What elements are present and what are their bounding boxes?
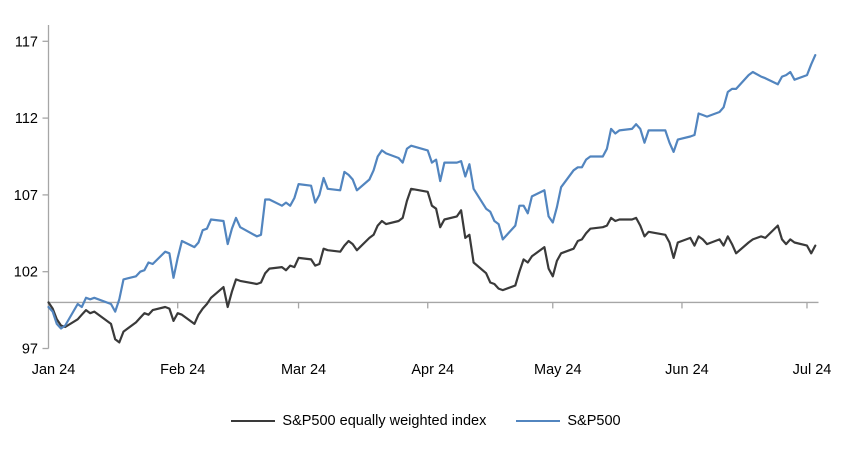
x-axis-tick-label: May 24 — [534, 362, 582, 378]
x-axis-tick-label: Feb 24 — [160, 362, 205, 378]
legend-item-equal-weight: S&P500 equally weighted index — [231, 412, 486, 430]
legend-label-sp500: S&P500 — [567, 413, 621, 429]
y-axis-tick-label: 117 — [15, 34, 38, 50]
sp500-series-line — [47, 53, 817, 330]
equal-weight-series-line — [47, 187, 817, 344]
x-axis-tick-label: Jun 24 — [665, 362, 709, 378]
legend-item-sp500: S&P500 — [516, 412, 621, 430]
x-axis-tick-label: Jul 24 — [793, 362, 832, 378]
y-axis-tick-label: 102 — [14, 265, 38, 281]
y-axis-tick-label: 97 — [22, 342, 38, 358]
equal-weight-line-swatch — [231, 420, 276, 422]
sp500-line-swatch — [516, 420, 561, 422]
legend-label-equal-weight: S&P500 equally weighted index — [282, 413, 487, 429]
x-axis-tick-label: Jan 24 — [32, 362, 76, 378]
y-axis-tick-label: 112 — [15, 111, 38, 127]
y-axis-tick-label: 107 — [14, 188, 38, 204]
chart-legend: S&P500 equally weighted index S&P500 — [0, 412, 852, 430]
x-axis-tick-label: Apr 24 — [411, 362, 454, 378]
x-axis-tick-label: Mar 24 — [281, 362, 326, 378]
